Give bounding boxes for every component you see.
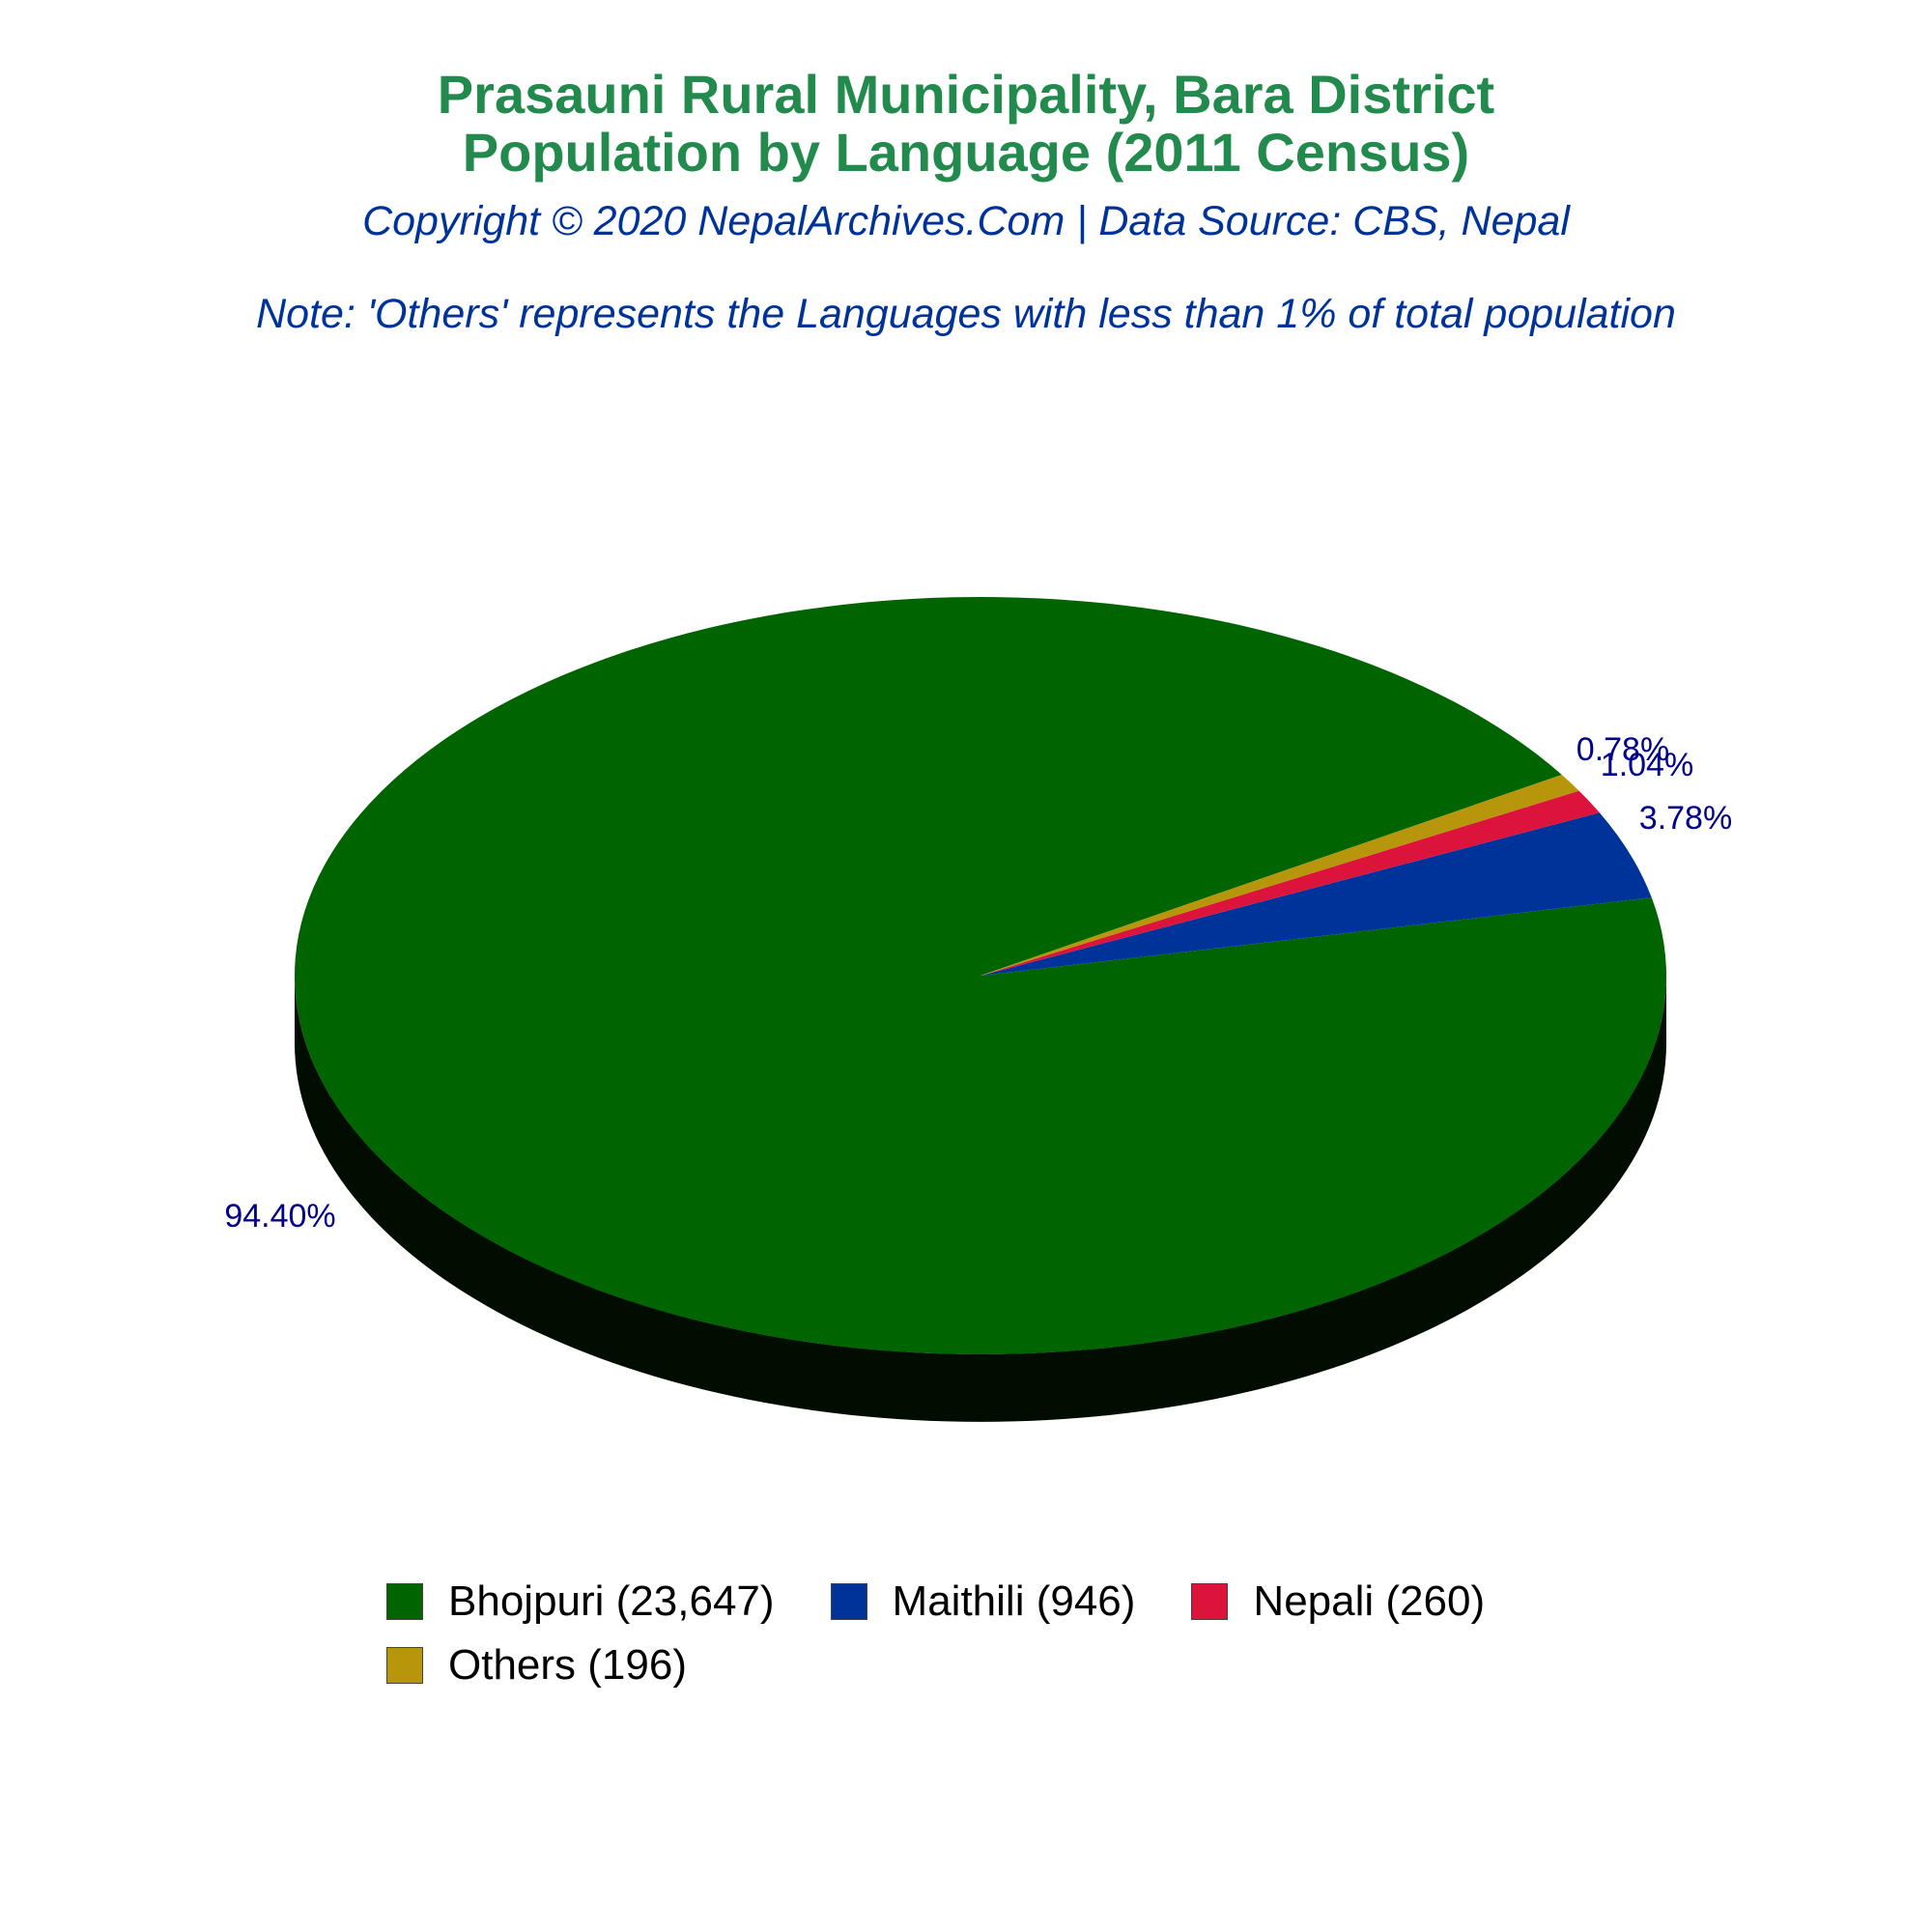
pie-depth-shape	[295, 976, 1666, 1422]
pie-slice-maithili	[980, 812, 1652, 976]
chart-title: Prasauni Rural Municipality, Bara Distri…	[437, 64, 1495, 125]
legend-swatch-nepali	[1191, 1583, 1229, 1620]
pie-slice-nepali	[980, 790, 1600, 976]
percent-label-maithili: 3.78%	[1639, 800, 1732, 837]
legend-label-bhojpuri: Bhojpuri (23,647)	[448, 1577, 775, 1625]
legend-row: Bhojpuri (23,647) Maithili (946) Nepali …	[386, 1570, 1642, 1634]
percent-label-nepali: 1.04%	[1601, 747, 1693, 783]
legend-item-others: Others (196)	[386, 1641, 687, 1690]
copyright-text: Copyright © 2020 NepalArchives.Com | Dat…	[362, 198, 1570, 244]
legend-item-nepali: Nepali (260)	[1191, 1577, 1485, 1626]
legend-row: Others (196)	[386, 1634, 1642, 1697]
legend-label-maithili: Maithili (946)	[892, 1577, 1136, 1625]
legend-label-others: Others (196)	[448, 1641, 687, 1689]
percent-label-bhojpuri: 94.40%	[224, 1198, 335, 1235]
pie-depth-side	[295, 976, 1666, 1422]
legend-item-maithili: Maithili (946)	[830, 1577, 1136, 1626]
legend-swatch-others	[386, 1647, 423, 1684]
pie-slice-others	[980, 774, 1579, 976]
legend: Bhojpuri (23,647) Maithili (946) Nepali …	[386, 1570, 1642, 1697]
legend-swatch-maithili	[830, 1583, 867, 1620]
legend-item-bhojpuri: Bhojpuri (23,647)	[386, 1577, 775, 1626]
legend-label-nepali: Nepali (260)	[1253, 1577, 1486, 1625]
pie-slice-bhojpuri	[294, 596, 1667, 1354]
legend-swatch-bhojpuri	[386, 1583, 423, 1620]
note-text: Note: 'Others' represents the Languages …	[256, 291, 1676, 337]
chart-subtitle: Population by Language (2011 Census)	[462, 122, 1470, 183]
percent-label-others: 0.78%	[1577, 731, 1669, 768]
